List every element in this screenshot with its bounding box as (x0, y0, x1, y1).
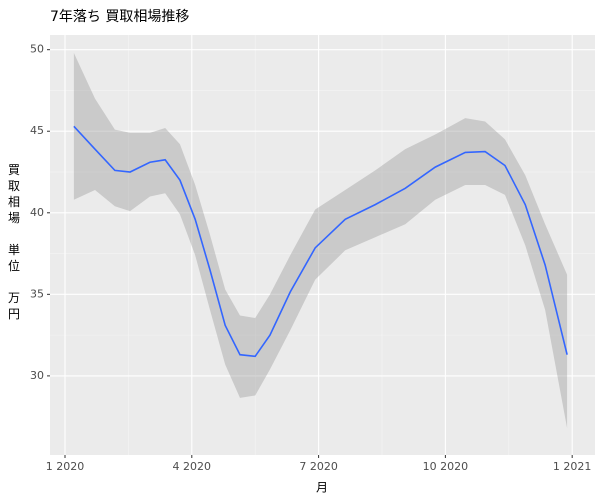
y-tick-label: 50 (30, 43, 44, 56)
y-tick-label: 30 (30, 369, 44, 382)
x-tick-label: 10 2020 (423, 460, 469, 473)
x-tick-label: 1 2021 (553, 460, 592, 473)
x-tick-label: 7 2020 (299, 460, 338, 473)
y-tick-label: 40 (30, 206, 44, 219)
chart-title: 7年落ち 買取相場推移 (50, 9, 189, 25)
y-axis-label: 買取相場 単位 万円 (8, 163, 20, 321)
grid (50, 35, 595, 455)
y-tick-label: 35 (30, 287, 44, 300)
confidence-band (73, 52, 568, 429)
y-tick-label: 45 (30, 124, 44, 137)
smooth-line (73, 125, 568, 358)
x-tick-label: 4 2020 (173, 460, 212, 473)
panel (50, 35, 595, 455)
x-axis-label: 月 (316, 481, 328, 495)
x-tick-label: 1 2020 (46, 460, 85, 473)
